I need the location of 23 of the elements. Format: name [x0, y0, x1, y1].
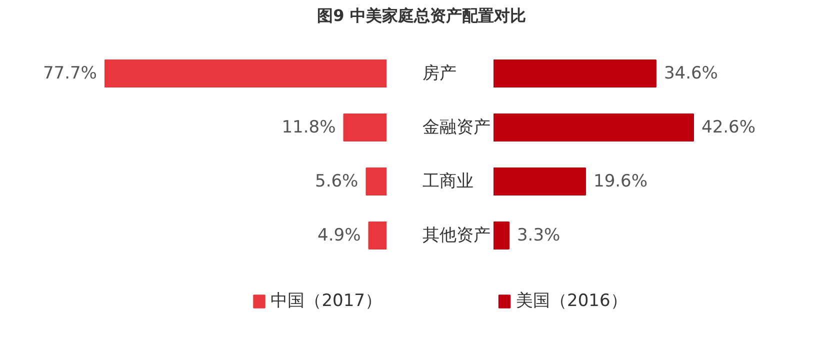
- text: 图9 中美家庭总资产配置对比: [317, 5, 526, 27]
- bar: [494, 222, 510, 250]
- data-label: 42.6%: [702, 118, 756, 138]
- bar: [494, 60, 656, 88]
- bar: [368, 222, 386, 250]
- data-label: 11.8%: [282, 118, 336, 138]
- data-label: 3.3%: [516, 226, 560, 246]
- y-tick-label: 房产: [422, 64, 456, 84]
- bar: [494, 168, 586, 196]
- bar: [494, 114, 694, 142]
- data-label: 4.9%: [318, 226, 361, 246]
- bar: [343, 114, 386, 142]
- legend-label: 中国（2017）: [270, 290, 382, 312]
- y-tick-label: 其他资产: [422, 226, 490, 246]
- data-label: 34.6%: [664, 64, 718, 84]
- y-tick-label: 工商业: [422, 172, 474, 192]
- bar: [366, 168, 386, 196]
- legend-label: 美国（2016）: [516, 290, 628, 312]
- data-label: 77.7%: [42, 64, 97, 84]
- data-label: 5.6%: [315, 172, 358, 192]
- bar: [104, 60, 386, 88]
- data-label: 19.6%: [594, 172, 648, 192]
- y-tick-label: 金融资产: [422, 118, 490, 138]
